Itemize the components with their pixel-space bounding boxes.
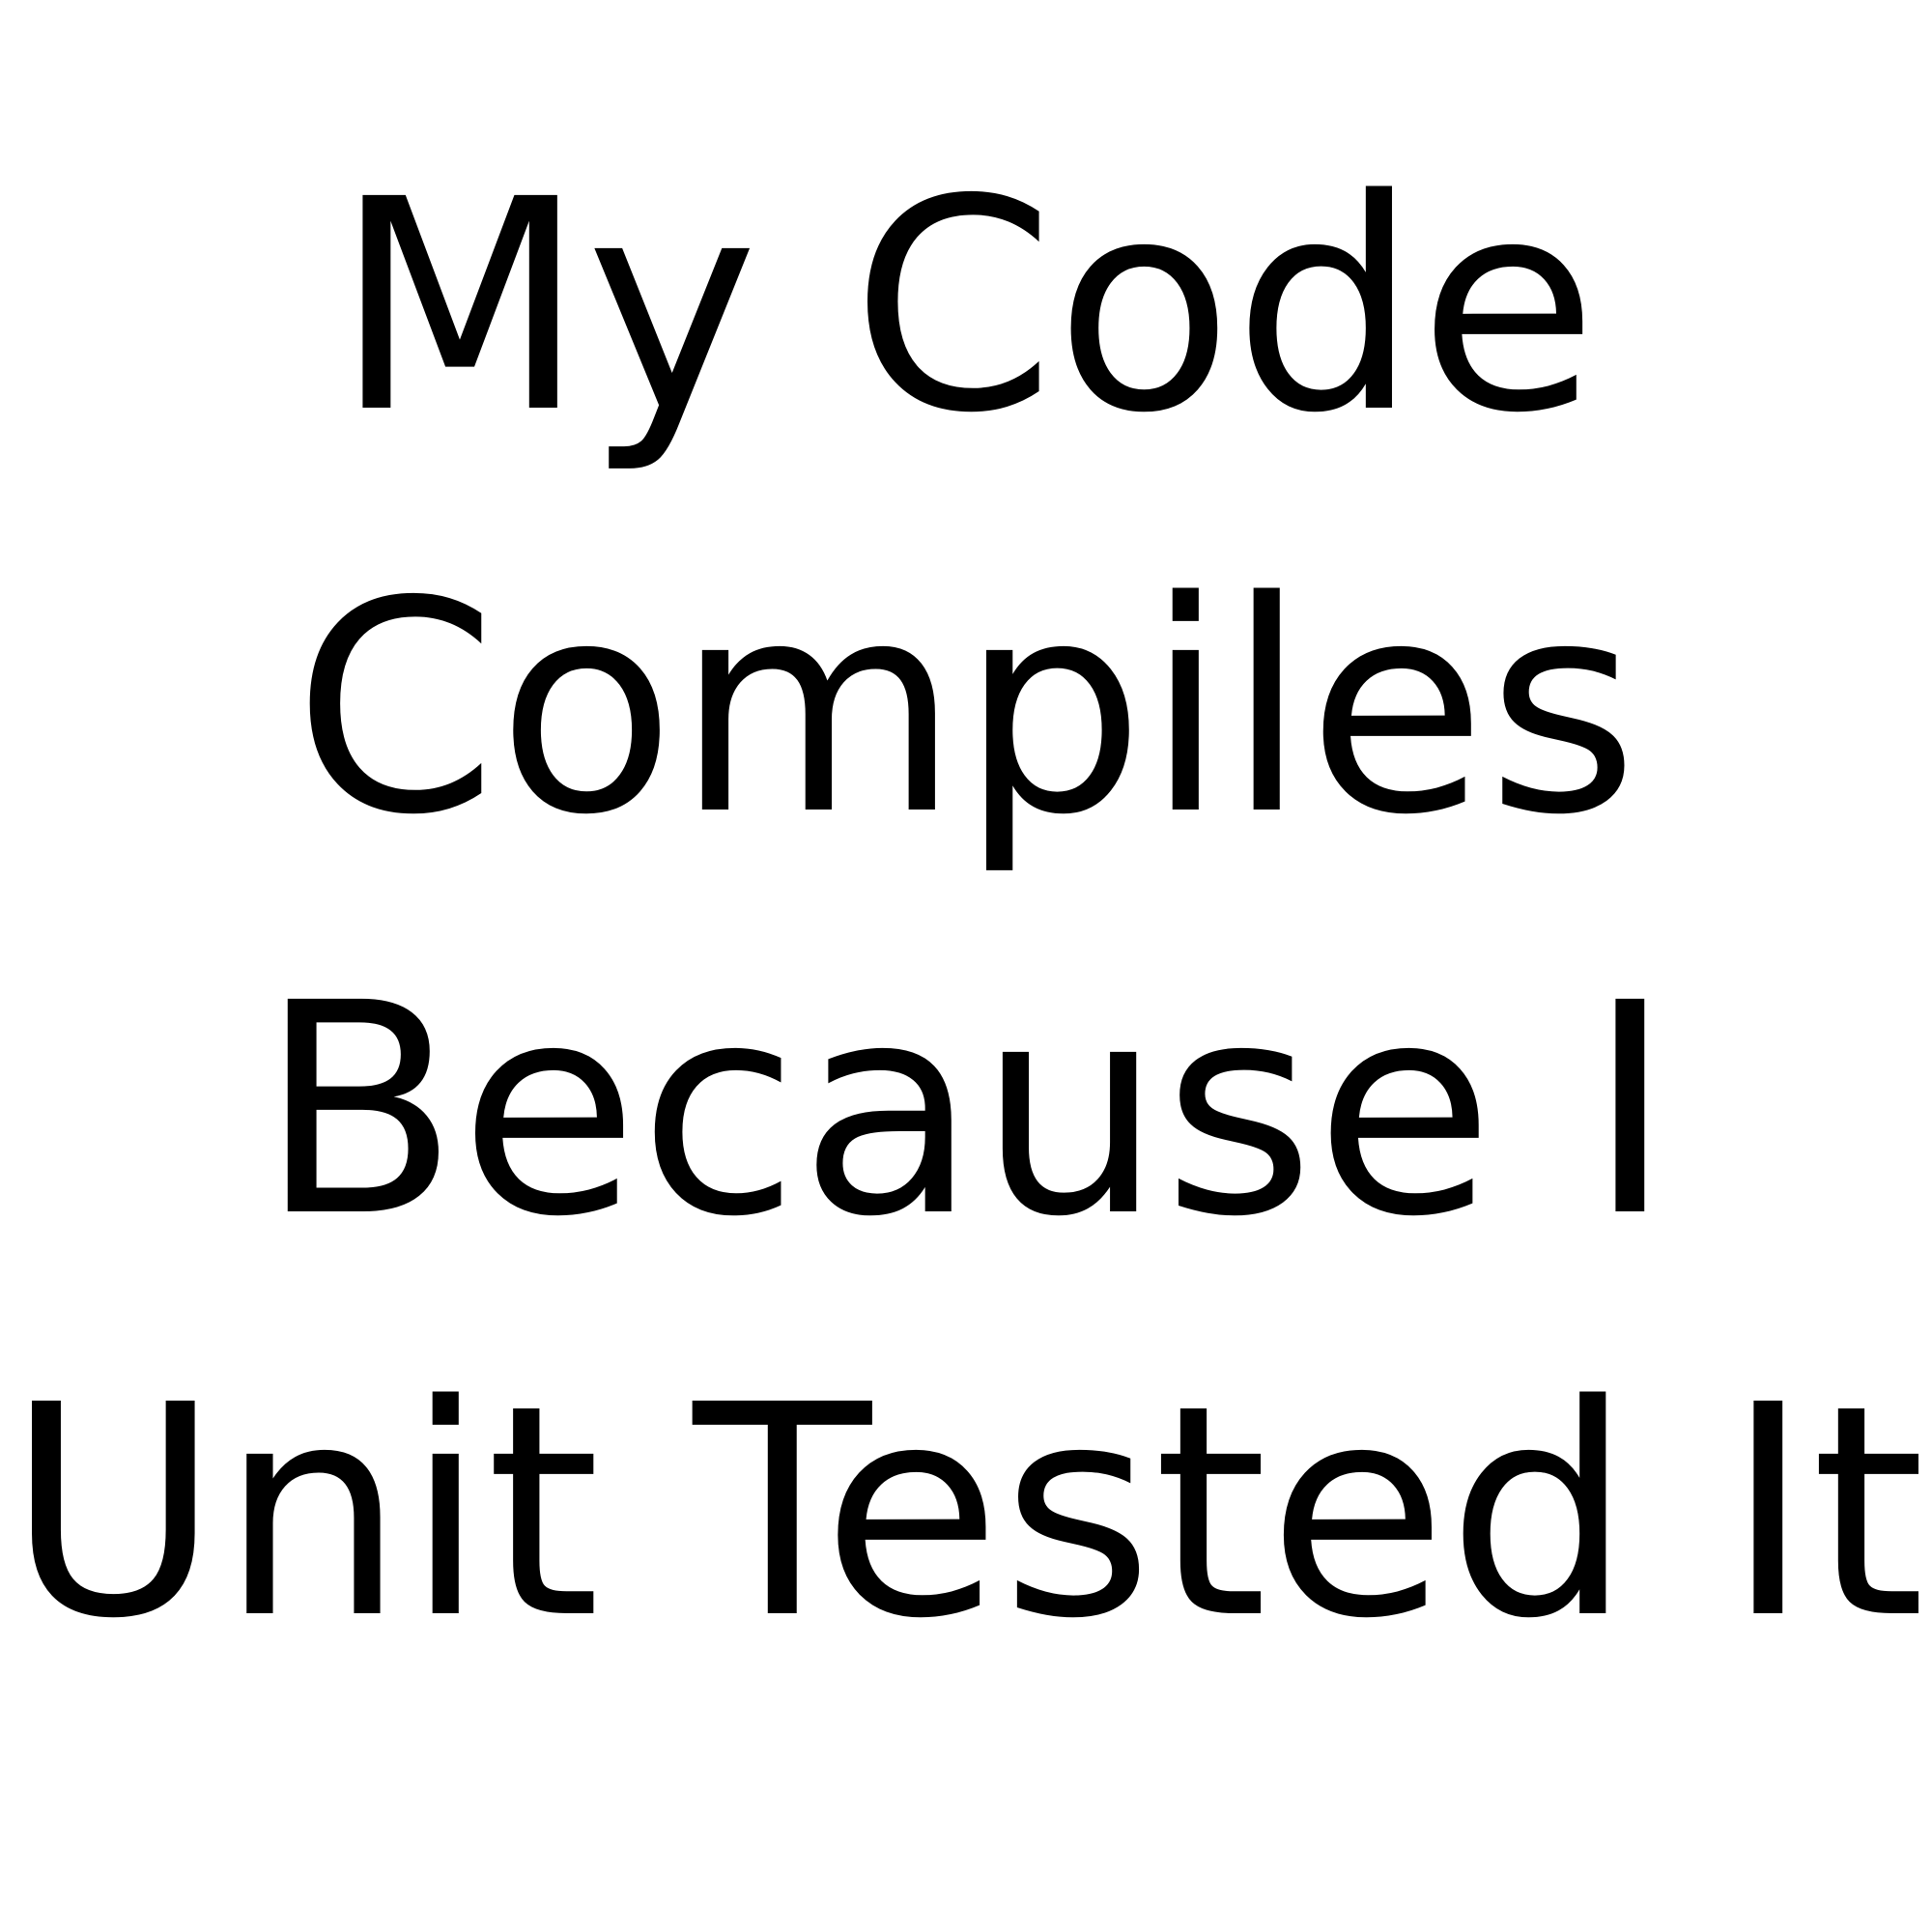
meme-text-line-2: Compiles xyxy=(293,540,1639,879)
meme-text-line-3: Because I xyxy=(259,942,1673,1281)
meme-text-line-1: My Code xyxy=(333,138,1599,477)
meme-text-line-4: Unit Tested It xyxy=(6,1344,1926,1683)
